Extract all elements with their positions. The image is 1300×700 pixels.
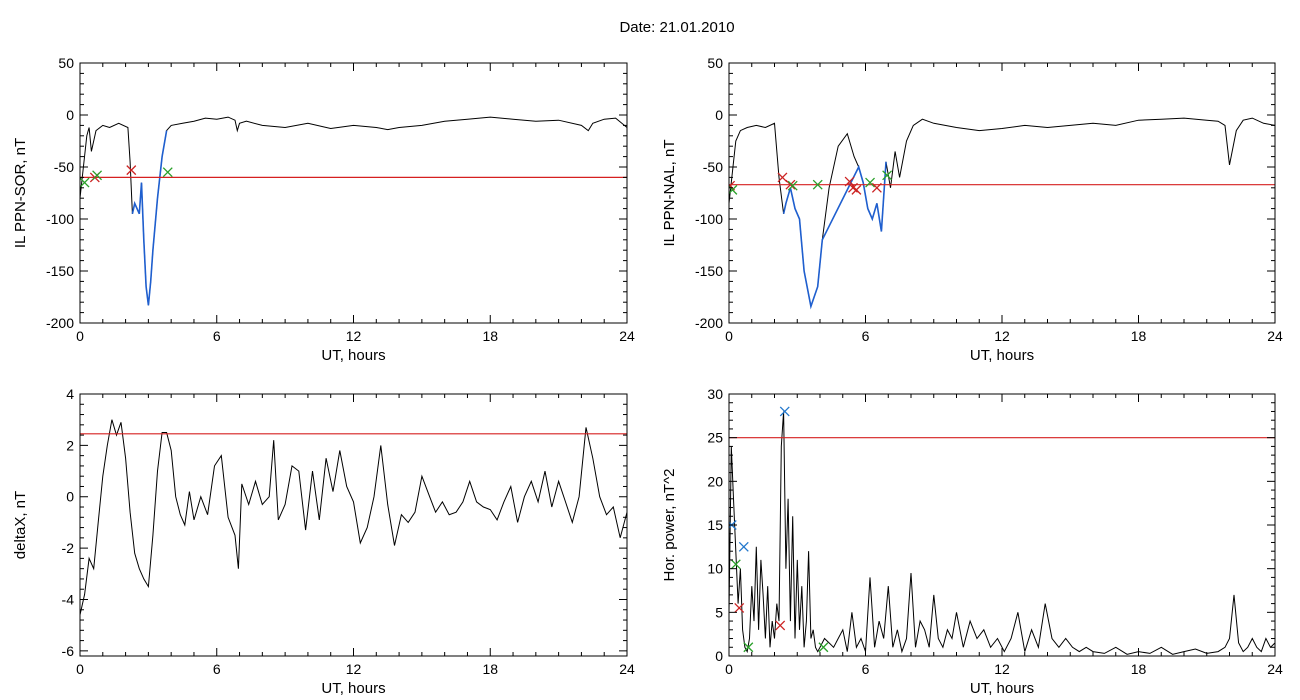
y-tick-label: -200 (46, 315, 74, 331)
y-tick-label: -50 (703, 159, 723, 175)
event-marker (126, 165, 137, 176)
x-tick-label: 0 (76, 328, 84, 344)
y-tick-label: 50 (707, 55, 723, 71)
event-marker (162, 167, 173, 178)
x-axis-label: UT, hours (970, 680, 1034, 697)
event-marker (777, 172, 788, 183)
y-axis-label: Hor. power, nT^2 (661, 469, 678, 582)
event-marker (743, 642, 754, 653)
x-tick-label: 0 (725, 328, 733, 344)
x-tick-label: 24 (1267, 661, 1283, 677)
event-marker (871, 182, 882, 193)
x-tick-label: 12 (346, 328, 362, 344)
x-tick-label: 0 (76, 661, 84, 677)
x-axis-label: UT, hours (970, 347, 1034, 364)
x-tick-label: 24 (619, 661, 635, 677)
event-marker (775, 620, 786, 631)
x-tick-label: 24 (619, 328, 635, 344)
x-tick-label: 0 (725, 661, 733, 677)
y-tick-label: 0 (66, 107, 74, 123)
y-tick-label: -6 (62, 643, 75, 659)
x-tick-label: 18 (1131, 661, 1147, 677)
y-tick-label: 0 (66, 489, 74, 505)
x-tick-label: 6 (862, 328, 870, 344)
event-marker (730, 559, 741, 570)
x-tick-label: 12 (994, 328, 1010, 344)
event-marker (92, 170, 103, 181)
event-marker (844, 176, 855, 187)
y-tick-label: 15 (707, 517, 723, 533)
chart-panel-hor-power: 0 6 12 18 24 0 5 10 15 20 25 30 UT, hours Hor. power,… (661, 386, 1283, 697)
y-axis-label: IL PPN-SOR, nT (12, 138, 29, 248)
y-tick-label: 30 (707, 386, 723, 402)
event-marker (787, 180, 798, 191)
x-tick-label: 24 (1267, 328, 1283, 344)
y-tick-label: -100 (695, 211, 723, 227)
y-axis-label: IL PPN-NAL, nT (661, 140, 678, 247)
chart-panel-ppn-sor: 0 6 12 18 24 -200 -150 -100 -50 0 50 UT, hours IL PP… (12, 55, 635, 364)
y-tick-label: 4 (66, 386, 74, 402)
event-marker (785, 179, 796, 190)
event-marker (80, 177, 90, 188)
x-tick-label: 12 (994, 661, 1010, 677)
y-tick-label: 50 (58, 55, 74, 71)
event-marker (738, 541, 749, 552)
x-tick-label: 18 (1131, 328, 1147, 344)
y-tick-label: -200 (695, 315, 723, 331)
series-line-highlight (782, 161, 887, 310)
x-tick-label: 6 (213, 661, 221, 677)
x-tick-label: 12 (346, 661, 362, 677)
y-tick-label: 10 (707, 561, 723, 577)
event-marker (882, 170, 893, 181)
series-line-highlight (131, 130, 168, 306)
x-tick-label: 6 (213, 328, 221, 344)
event-marker (779, 406, 790, 417)
page-title: Date: 21.01.2010 (619, 19, 735, 36)
y-axis-label: deltaX, nT (12, 491, 29, 559)
y-tick-label: -50 (54, 159, 74, 175)
plot-area (80, 419, 627, 616)
series-line-main (80, 419, 627, 616)
x-tick-label: 18 (482, 661, 498, 677)
series-line-main (729, 411, 1275, 655)
x-tick-label: 18 (482, 328, 498, 344)
y-tick-label: -150 (46, 263, 74, 279)
event-marker (851, 184, 862, 195)
x-axis-label: UT, hours (321, 347, 385, 364)
series-line-main (80, 116, 627, 306)
y-tick-label: 0 (715, 648, 723, 664)
y-tick-label: -2 (62, 540, 75, 556)
plot-frame (728, 62, 1276, 324)
plot-frame (728, 393, 1276, 657)
plot-area (729, 406, 1275, 655)
y-tick-label: 5 (715, 604, 723, 620)
y-tick-label: -4 (62, 591, 75, 607)
event-marker (812, 179, 823, 190)
y-tick-label: 25 (707, 430, 723, 446)
plot-frame (79, 62, 628, 324)
y-tick-label: -150 (695, 263, 723, 279)
x-tick-label: 6 (862, 661, 870, 677)
x-axis-label: UT, hours (321, 680, 385, 697)
y-tick-label: 20 (707, 473, 723, 489)
event-marker (818, 642, 829, 653)
y-tick-label: 2 (66, 437, 74, 453)
plot-area (80, 116, 627, 306)
chart-panel-ppn-nal: 0 6 12 18 24 -200 -150 -100 -50 0 50 UT, hours IL PP… (661, 55, 1283, 364)
plot-area (729, 117, 1275, 310)
y-tick-label: 0 (715, 107, 723, 123)
event-marker (865, 177, 876, 188)
y-tick-label: -100 (46, 211, 74, 227)
series-line-main (729, 117, 1275, 309)
event-marker (734, 603, 745, 613)
